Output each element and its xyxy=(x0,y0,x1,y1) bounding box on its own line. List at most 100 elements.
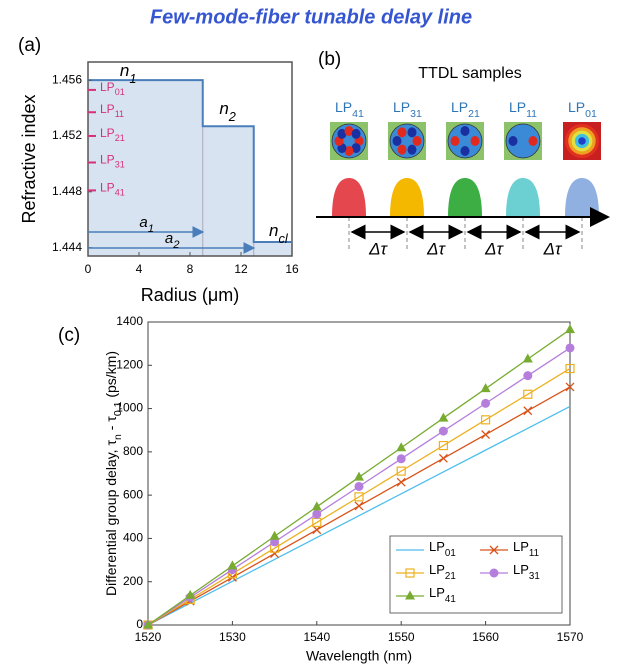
y-axis-label: Differential group delay, τn - τ0,1 (ps/… xyxy=(103,351,124,596)
mode-label-sub: 11 xyxy=(526,108,537,120)
x-tick-label: 1560 xyxy=(472,630,499,644)
y-axis-label-part: - τ xyxy=(103,416,119,434)
x-tick-label: 1540 xyxy=(303,630,330,644)
profile-line xyxy=(88,79,292,244)
delay-label: Δτ xyxy=(426,239,446,258)
marker xyxy=(354,501,364,511)
mode-label-sub: 41 xyxy=(115,188,125,198)
index-label: n1 xyxy=(120,61,137,85)
marker xyxy=(565,363,575,374)
legend-label-sub: 11 xyxy=(529,548,539,559)
mode-label-base: LP xyxy=(100,80,115,94)
legend-label-base: LP xyxy=(513,562,529,577)
x-tick-label: 0 xyxy=(85,262,92,276)
mode-label: LP31 xyxy=(100,153,125,170)
marker xyxy=(354,481,364,491)
legend-label-sub: 21 xyxy=(445,571,456,582)
legend-label-sub: 31 xyxy=(529,571,540,582)
pulse xyxy=(565,178,599,217)
legend-label: LP31 xyxy=(513,562,540,582)
mode-label: LP21 xyxy=(451,99,480,120)
x-tick-label: 1550 xyxy=(388,630,415,644)
x-tick-label: 1570 xyxy=(557,630,584,644)
y-axis-label-sub: 0,1 xyxy=(112,401,124,416)
y-axis-label-part: (ps/km) xyxy=(103,351,119,402)
x-tick-label: 4 xyxy=(136,262,143,276)
mode-label: LP01 xyxy=(568,99,597,120)
mode-label-base: LP xyxy=(509,99,526,115)
marker xyxy=(354,492,364,502)
index-label-sub: cl xyxy=(279,231,289,246)
index-label: n2 xyxy=(219,100,236,124)
profile-area xyxy=(88,80,292,256)
legend-label-base: LP xyxy=(429,562,445,577)
marker xyxy=(480,383,491,393)
marker xyxy=(489,568,499,578)
marker xyxy=(396,442,407,452)
mode-label-sub: 01 xyxy=(115,87,125,97)
y-axis-label-sub: n xyxy=(112,434,124,440)
delay-label: Δτ xyxy=(368,239,388,258)
mode-label-base: LP xyxy=(335,99,352,115)
mode-label-base: LP xyxy=(568,99,585,115)
mode-label: LP31 xyxy=(393,99,422,120)
mode-label-sub: 11 xyxy=(115,110,124,120)
y-tick-label: 1.444 xyxy=(52,240,82,254)
marker xyxy=(565,343,575,353)
marker xyxy=(481,430,491,440)
y-tick-label: 0 xyxy=(136,617,143,631)
delay-label: Δτ xyxy=(543,239,563,258)
marker xyxy=(565,324,575,334)
mode-label: LP11 xyxy=(100,102,124,119)
x-tick-label: 16 xyxy=(285,262,299,276)
panel-label: (a) xyxy=(18,35,41,56)
mode-image xyxy=(504,122,542,160)
marker xyxy=(227,560,238,570)
marker xyxy=(396,477,406,487)
y-tick-label: 600 xyxy=(123,487,143,501)
mode-label-sub: 21 xyxy=(115,133,125,143)
marker xyxy=(312,525,322,535)
x-tick-label: 1520 xyxy=(135,630,162,644)
x-axis-label: Wavelength (nm) xyxy=(306,648,412,664)
x-tick-label: 1530 xyxy=(219,630,246,644)
delay-label: Δτ xyxy=(484,239,504,258)
mode-label-base: LP xyxy=(451,99,468,115)
marker xyxy=(438,453,448,463)
radius-label-base: a xyxy=(139,214,147,231)
pulse xyxy=(448,178,482,217)
pulse xyxy=(332,178,366,217)
marker xyxy=(312,509,322,519)
marker xyxy=(185,589,196,599)
radius-label-sub: 2 xyxy=(172,239,180,251)
y-tick-label: 200 xyxy=(123,574,143,588)
mode-label-sub: 01 xyxy=(585,108,597,120)
mode-image xyxy=(563,122,601,160)
marker xyxy=(405,590,415,600)
y-tick-label: 1.448 xyxy=(52,184,82,198)
mode-label: LP11 xyxy=(509,99,537,120)
marker xyxy=(523,371,533,381)
legend-label-sub: 41 xyxy=(445,594,456,605)
legend-label-base: LP xyxy=(429,539,445,554)
x-tick-label: 12 xyxy=(234,262,248,276)
legend-label-sub: 01 xyxy=(445,548,456,559)
pulse xyxy=(390,178,424,217)
mode-image xyxy=(330,122,368,160)
marker xyxy=(522,353,533,363)
panel-label: (b) xyxy=(318,49,341,70)
marker xyxy=(269,530,280,540)
marker xyxy=(481,398,491,408)
marker xyxy=(438,426,448,436)
radius-label: a1 xyxy=(139,214,154,235)
marker xyxy=(489,545,499,555)
radius-label-sub: 1 xyxy=(148,223,154,235)
pulse xyxy=(506,178,540,217)
mode-label-base: LP xyxy=(100,102,115,116)
mode-label-base: LP xyxy=(100,126,115,140)
marker xyxy=(523,406,533,416)
y-axis-label-part: Differential group delay, τ xyxy=(103,440,119,596)
mode-label: LP41 xyxy=(100,181,125,198)
mode-image xyxy=(388,122,426,160)
